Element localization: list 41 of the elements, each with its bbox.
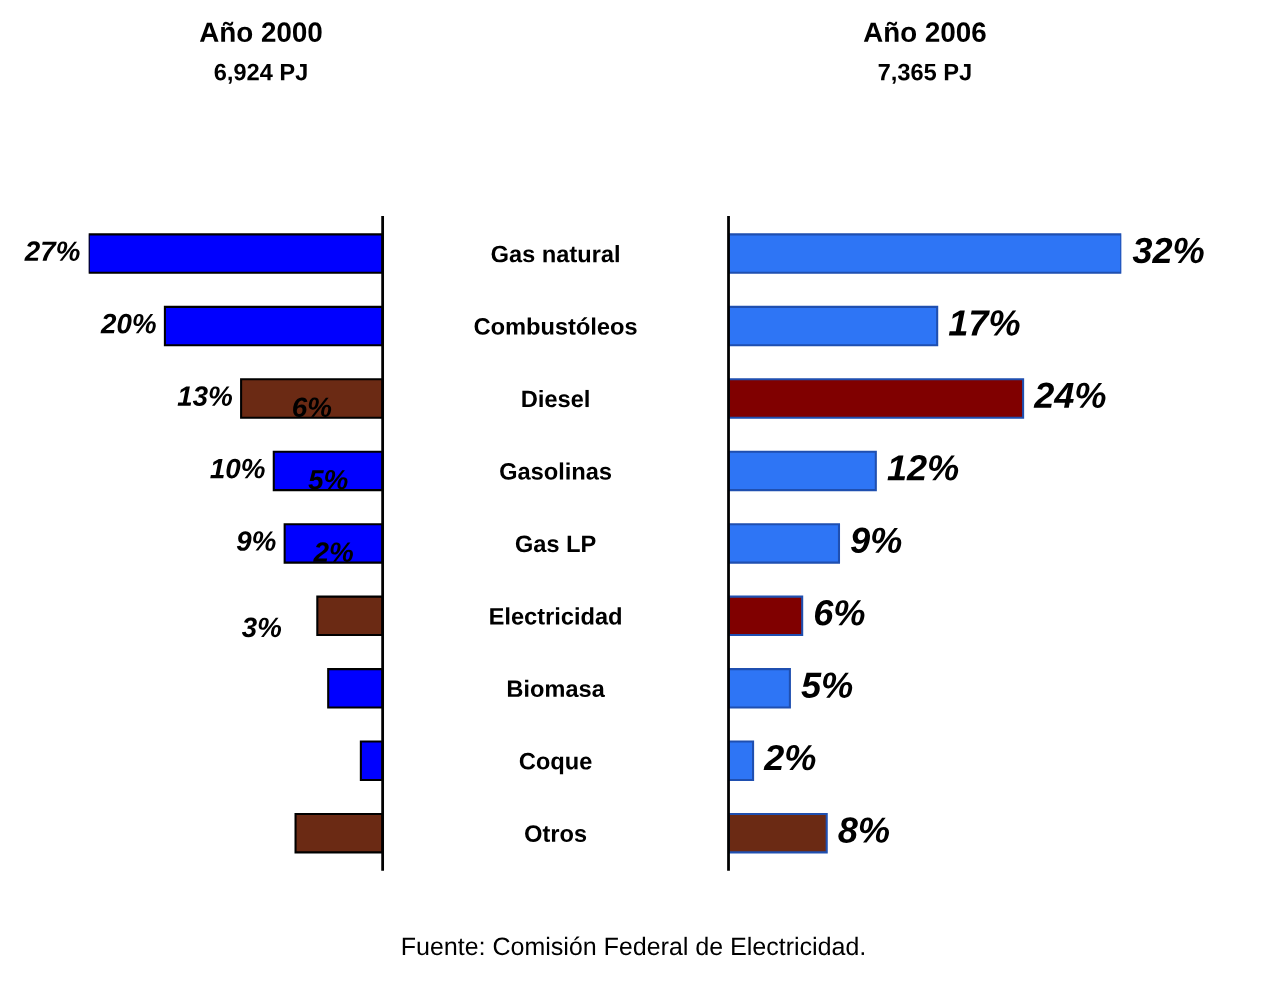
bar [728, 233, 1122, 274]
bar [728, 668, 791, 709]
data-label: 10% [210, 458, 265, 479]
chart-title: Año 2000 [199, 21, 322, 43]
y-tick-label: Diesel [522, 389, 589, 408]
annotation: 2% [313, 542, 353, 562]
y-tick-label: Gas LP [515, 535, 596, 553]
annotation: 5% [308, 469, 348, 490]
annotation: 3% [241, 617, 282, 638]
data-label: 6% [814, 599, 865, 626]
data-label: 27% [24, 241, 80, 261]
bar [728, 305, 939, 347]
bar [728, 450, 877, 492]
chart-title: Año 2006 [863, 21, 986, 43]
data-label: 17% [948, 310, 1020, 336]
data-label: 9% [850, 527, 902, 554]
data-label: 8% [838, 817, 890, 843]
bar [728, 378, 1025, 419]
bar [728, 812, 828, 854]
y-tick-label: Gasolinas [500, 462, 612, 480]
source-note: Fuente: Comisión Federal de Electricidad. [402, 936, 864, 956]
annotation: 6% [293, 397, 332, 418]
data-label: 2% [763, 744, 816, 771]
bar [728, 740, 755, 781]
data-label: 13% [177, 386, 232, 406]
y-tick-label: Otros [525, 825, 587, 842]
bar [728, 523, 841, 564]
chart-subtitle: 6,924 PJ [214, 63, 307, 84]
data-label: 9% [236, 531, 276, 551]
data-label: 5% [801, 672, 853, 698]
data-label: 24% [1033, 382, 1106, 409]
data-label: 12% [887, 455, 959, 481]
data-label: 32% [1132, 237, 1204, 264]
chart-subtitle: 7,365 PJ [878, 63, 971, 84]
bar [728, 595, 804, 637]
y-tick-label: Electricidad [490, 607, 621, 625]
y-tick-label: Gas natural [491, 245, 619, 263]
y-tick-label: Biomasa [507, 679, 605, 698]
y-tick-label: Combustóleos [474, 317, 637, 335]
data-label: 20% [100, 313, 156, 334]
y-tick-label: Coque [519, 752, 592, 775]
